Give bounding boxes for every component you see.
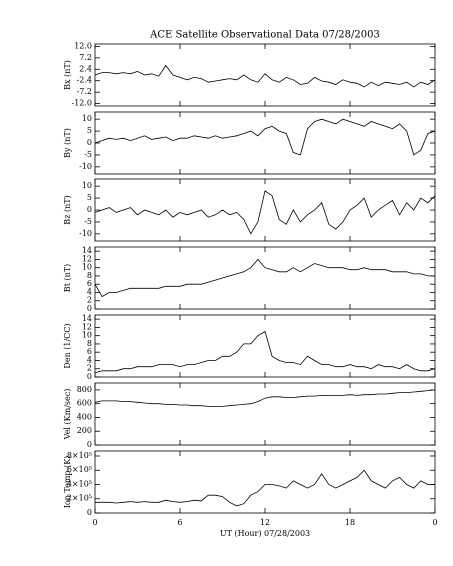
x-tick-label: 6 [177,518,182,527]
y-tick-label: -7.2 [77,87,92,96]
y-tick-label: -10 [79,162,92,171]
y-tick-label: 0 [87,508,92,517]
x-tick-label: 0 [432,518,437,527]
y-tick-label: 14 [82,314,92,323]
data-line [94,64,436,88]
y-tick-label: -2.4 [77,76,92,85]
panel-frame [94,178,436,242]
y-tick-label: 10 [82,263,92,272]
y-tick-label: 5 [87,126,92,135]
y-tick-label: 7.2 [79,53,92,62]
y-axis-label: Bx (nT) [63,60,72,90]
y-tick-label: 0 [87,440,92,449]
y-tick-label: 2 [87,296,92,305]
y-tick-label: 14 [82,246,92,255]
y-tick-label: 8 [87,339,92,348]
data-line [94,118,436,156]
y-tick-label: 0 [87,372,92,381]
y-axis-label: Den (1/CC) [63,323,72,368]
y-tick-label: 8×10⁵ [67,451,92,460]
y-axis-label: By (nT) [63,128,72,158]
panel-frame [94,382,436,446]
y-tick-label: 10 [82,181,92,190]
y-tick-label: -12.0 [71,99,92,108]
x-tick-label: 18 [345,518,355,527]
y-tick-label: 8 [87,271,92,280]
y-tick-label: 6 [87,279,92,288]
y-tick-label: 0 [87,304,92,313]
panel-frame [94,314,436,378]
y-tick-label: -5 [84,150,92,159]
y-tick-label: 0 [87,205,92,214]
y-axis-label: Bt (nT) [63,264,72,292]
y-tick-label: 0 [87,138,92,147]
panel-frame [94,246,436,310]
data-line [94,190,436,235]
y-tick-label: 800 [77,385,92,394]
y-tick-label: 4 [87,287,92,296]
y-tick-label: 10 [82,114,92,123]
y-tick-label: 600 [77,399,92,408]
data-line [94,389,436,407]
y-tick-label: 6×10⁵ [67,465,92,474]
y-tick-label: 12 [82,254,92,263]
y-tick-label: 4×10⁵ [67,479,92,488]
y-tick-label: 12 [82,322,92,331]
y-tick-label: 2 [87,364,92,373]
x-tick-label: 12 [260,518,270,527]
data-line [95,469,435,507]
panel-frame [94,111,436,175]
y-tick-label: -5 [84,217,92,226]
y-tick-label: 200 [77,426,92,435]
data-line [94,258,435,298]
y-tick-label: 5 [87,193,92,202]
y-tick-label: 6 [87,347,92,356]
y-tick-label: 4 [87,355,92,364]
y-tick-label: 2×10⁵ [67,494,92,503]
panel-frame [94,450,436,514]
x-tick-label: 0 [92,518,97,527]
x-axis-label: UT (Hour) 07/28/2003 [220,529,310,538]
y-axis-label: Ion Temp (K) [63,456,72,509]
y-axis-label: Bz (nT) [63,195,72,224]
data-line [94,330,436,374]
y-tick-label: 12.0 [74,41,92,50]
y-tick-label: -10 [79,229,92,238]
y-tick-label: 400 [77,412,92,421]
chart-title: ACE Satellite Observational Data 07/28/2… [149,30,380,41]
y-tick-label: 2.4 [79,64,92,73]
y-tick-label: 10 [82,331,92,340]
y-axis-label: Vel (Km/sec) [63,389,72,441]
